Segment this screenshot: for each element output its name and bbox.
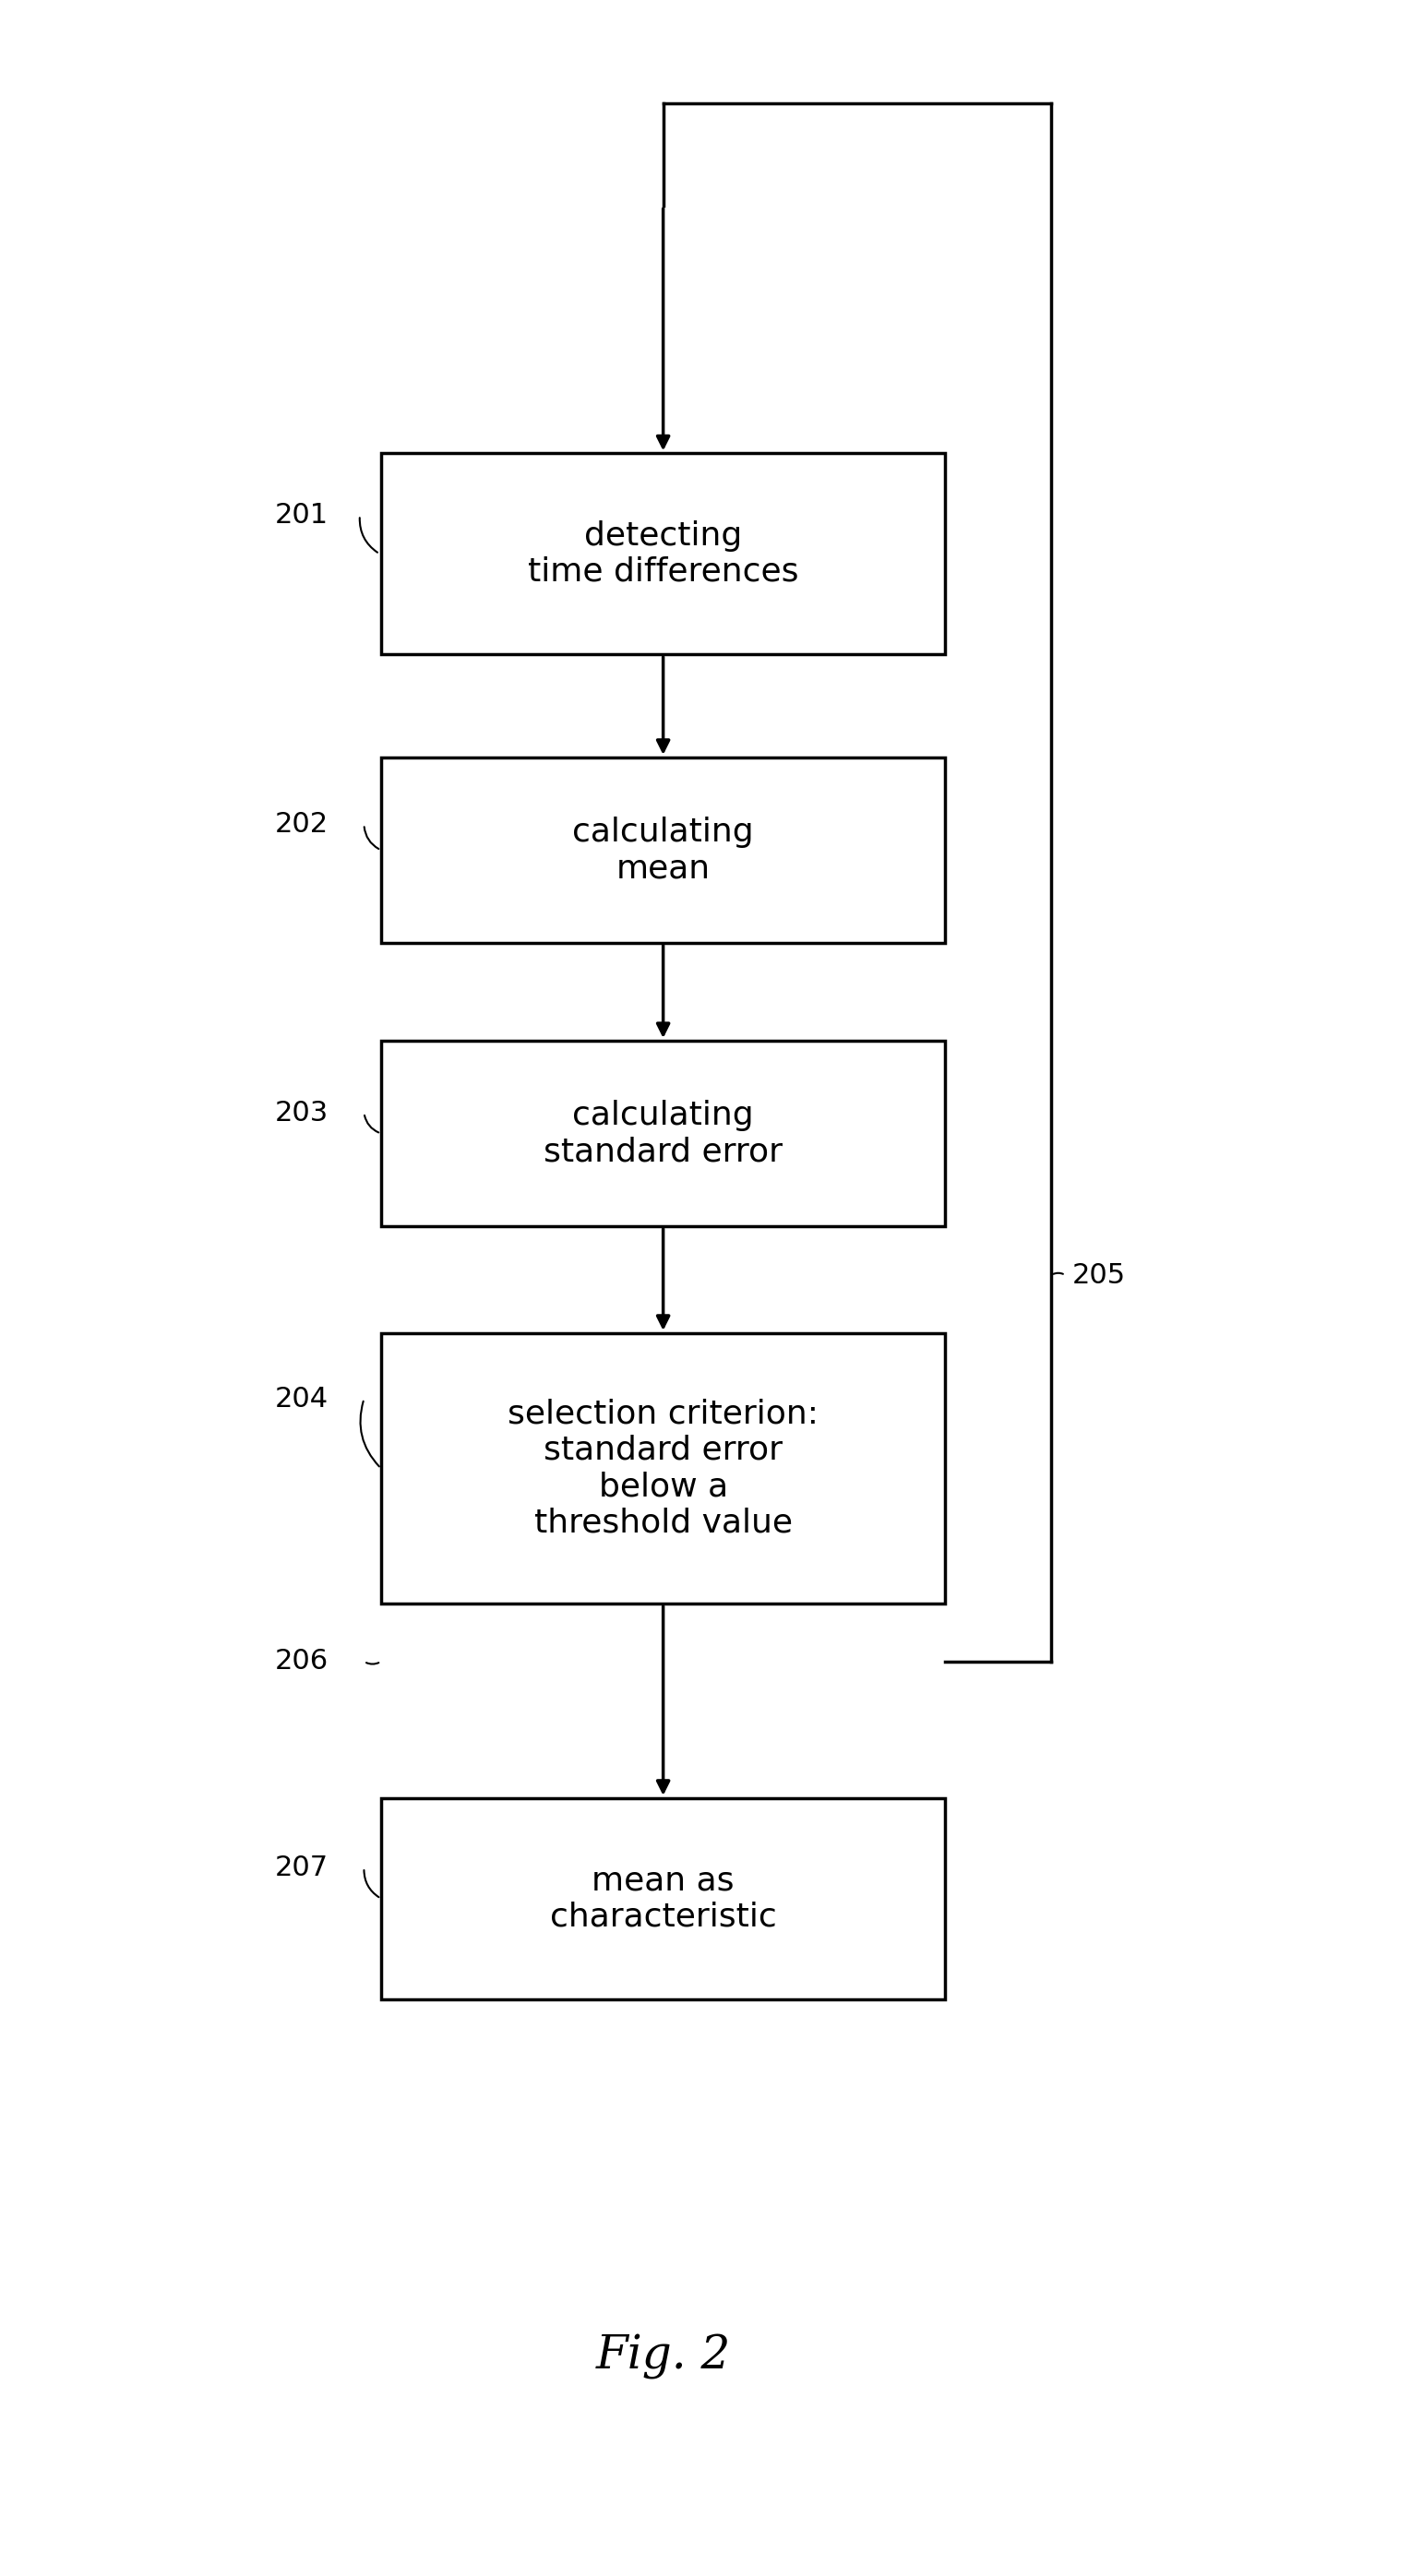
- FancyBboxPatch shape: [381, 1798, 945, 1999]
- Text: 201: 201: [275, 502, 329, 528]
- Text: calculating
mean: calculating mean: [573, 817, 753, 884]
- Text: 207: 207: [275, 1855, 329, 1880]
- Text: Fig. 2: Fig. 2: [595, 2334, 731, 2380]
- Text: selection criterion:
standard error
below a
threshold value: selection criterion: standard error belo…: [508, 1399, 818, 1538]
- FancyBboxPatch shape: [381, 453, 945, 654]
- Text: 204: 204: [275, 1386, 329, 1412]
- FancyBboxPatch shape: [381, 757, 945, 943]
- Text: calculating
standard error: calculating standard error: [543, 1100, 783, 1167]
- Text: 205: 205: [1072, 1262, 1126, 1288]
- FancyBboxPatch shape: [381, 1041, 945, 1226]
- Text: mean as
characteristic: mean as characteristic: [550, 1865, 776, 1932]
- FancyBboxPatch shape: [381, 1334, 945, 1602]
- Text: 206: 206: [275, 1649, 329, 1674]
- Text: 202: 202: [275, 811, 329, 837]
- Text: detecting
time differences: detecting time differences: [528, 520, 799, 587]
- Text: 203: 203: [275, 1100, 329, 1126]
